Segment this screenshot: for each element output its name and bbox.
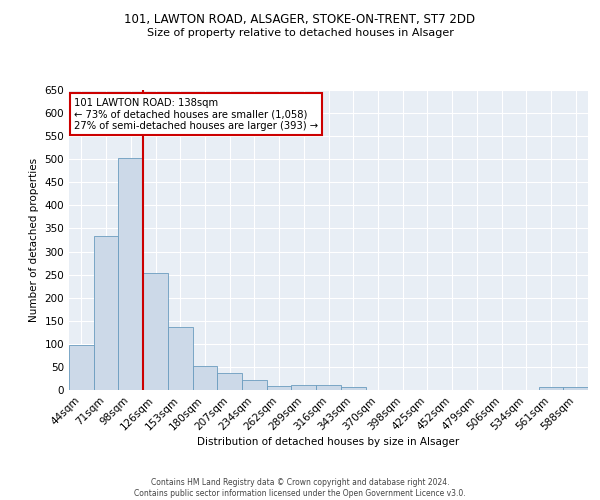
Text: 101, LAWTON ROAD, ALSAGER, STOKE-ON-TRENT, ST7 2DD: 101, LAWTON ROAD, ALSAGER, STOKE-ON-TREN… [124,12,476,26]
Bar [118,158,143,390]
Bar [242,380,267,390]
Text: 101 LAWTON ROAD: 138sqm
← 73% of detached houses are smaller (1,058)
27% of semi: 101 LAWTON ROAD: 138sqm ← 73% of detache… [74,98,319,130]
Text: Contains HM Land Registry data © Crown copyright and database right 2024.
Contai: Contains HM Land Registry data © Crown c… [134,478,466,498]
Bar [168,327,193,390]
Bar [94,236,118,390]
Bar [341,387,365,390]
Bar [69,345,94,390]
Bar [143,273,168,390]
Bar [539,387,563,390]
Bar [316,386,341,390]
Text: Size of property relative to detached houses in Alsager: Size of property relative to detached ho… [146,28,454,38]
X-axis label: Distribution of detached houses by size in Alsager: Distribution of detached houses by size … [197,438,460,448]
Bar [267,386,292,390]
Y-axis label: Number of detached properties: Number of detached properties [29,158,39,322]
Bar [563,387,588,390]
Bar [217,373,242,390]
Bar [193,366,217,390]
Bar [292,386,316,390]
